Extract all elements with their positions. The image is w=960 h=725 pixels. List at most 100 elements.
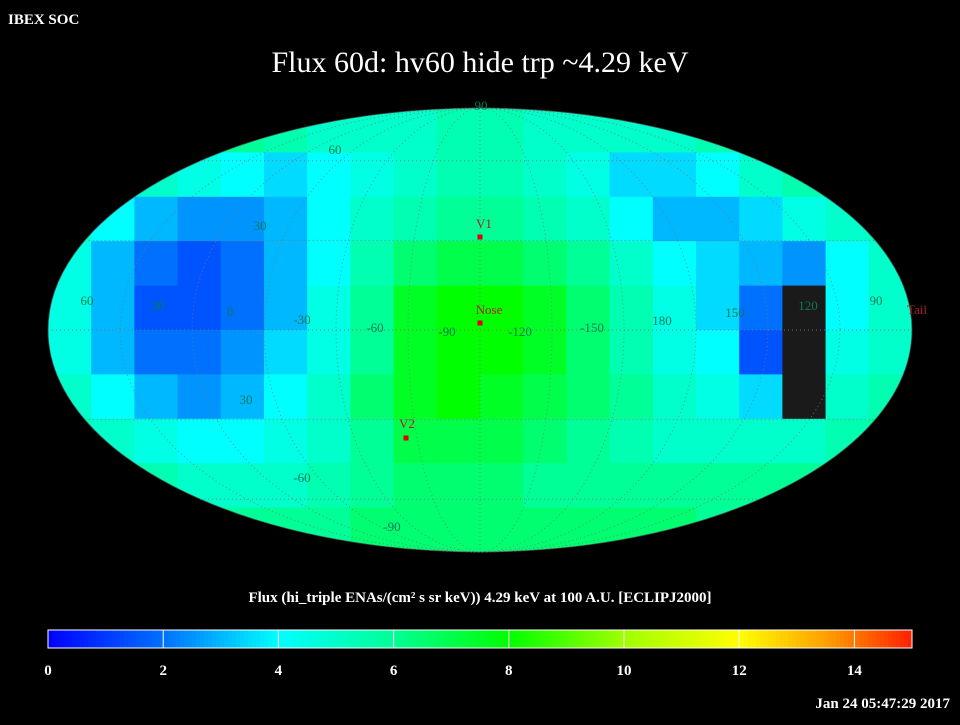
colorbar-swatch (452, 630, 457, 648)
map-cell (523, 507, 567, 552)
colorbar-swatch (312, 630, 317, 648)
map-cell (696, 285, 740, 331)
map-cell (480, 330, 524, 375)
colorbar-swatch (304, 630, 309, 648)
map-cell (825, 285, 870, 331)
colorbar-swatch (80, 630, 85, 648)
colorbar-swatch (804, 630, 809, 648)
map-cell (739, 418, 783, 464)
graticule-label: -120 (508, 324, 532, 339)
map-cell (480, 152, 524, 198)
map-cell (436, 285, 481, 331)
colorbar: 0 2 4 6 8 10 12 14 (44, 629, 913, 679)
map-cell (177, 241, 222, 287)
map-cell (134, 196, 179, 242)
colorbar-swatch (60, 630, 65, 648)
colorbar-swatch (628, 630, 633, 648)
map-cell (652, 374, 697, 420)
colorbar-swatch (760, 630, 765, 648)
colorbar-swatch (420, 630, 425, 648)
markers: V1 Nose V2 Tail (399, 216, 927, 441)
colorbar-swatch (256, 630, 261, 648)
map-cell (220, 463, 265, 509)
map-cell (566, 463, 611, 509)
colorbar-swatch (52, 630, 57, 648)
colorbar-swatch (776, 630, 781, 648)
colorbar-swatch (780, 630, 785, 648)
colorbar-swatch (264, 630, 269, 648)
map-cell (652, 330, 697, 375)
colorbar-swatch (392, 630, 397, 648)
map-cell (177, 418, 222, 464)
colorbar-swatch (108, 630, 113, 648)
colorbar-swatch (904, 630, 909, 648)
colorbar-swatch (284, 630, 289, 648)
colorbar-swatch (864, 630, 869, 648)
map-cell (739, 374, 783, 420)
colorbar-swatch (100, 630, 105, 648)
colorbar-swatch (828, 630, 833, 648)
colorbar-swatch (496, 630, 501, 648)
map-cell (350, 196, 395, 242)
colorbar-swatch (568, 630, 573, 648)
colorbar-swatch (144, 630, 149, 648)
colorbar-swatch (164, 630, 169, 648)
colorbar-swatch (428, 630, 433, 648)
colorbar-swatch (876, 630, 881, 648)
map-cell (825, 374, 870, 420)
map-cell (739, 241, 783, 287)
map-cell (782, 418, 827, 464)
map-cell (264, 196, 308, 242)
colorbar-swatch (692, 630, 697, 648)
colorbar-swatch (148, 630, 153, 648)
colorbar-swatch (72, 630, 77, 648)
colorbar-swatch (320, 630, 325, 648)
map-cell (393, 152, 438, 198)
colorbar-swatch (660, 630, 665, 648)
colorbar-swatch (424, 630, 429, 648)
colorbar-swatch (188, 630, 193, 648)
colorbar-swatch (372, 630, 377, 648)
map-cell (350, 241, 395, 287)
colorbar-tick-label: 14 (847, 663, 863, 679)
map-cell (739, 285, 783, 331)
map-cell (436, 241, 481, 287)
colorbar-swatch (88, 630, 93, 648)
colorbar-swatch (296, 630, 301, 648)
colorbar-swatch (880, 630, 885, 648)
colorbar-swatch (232, 630, 237, 648)
map-cell (91, 374, 135, 420)
timestamp: Jan 24 05:47:29 2017 (815, 696, 950, 712)
map-cell (609, 374, 654, 420)
map-cell (307, 241, 351, 287)
map-cell (436, 196, 481, 242)
colorbar-swatch (812, 630, 817, 648)
map-cell (134, 418, 179, 464)
graticule-label: -60 (366, 320, 383, 335)
colorbar-swatch (332, 630, 337, 648)
map-cell (523, 152, 567, 198)
map-cell (523, 374, 567, 420)
colorbar-swatch (124, 630, 129, 648)
colorbar-swatch (676, 630, 681, 648)
map-cell (523, 463, 567, 509)
map-cell (220, 196, 265, 242)
colorbar-swatch (308, 630, 313, 648)
map-cell (393, 196, 438, 242)
graticule-label: 30 (240, 392, 253, 407)
map-cell (220, 330, 265, 375)
colorbar-swatch (856, 630, 861, 648)
colorbar-swatch (356, 630, 361, 648)
colorbar-swatch (240, 630, 245, 648)
colorbar-swatch (756, 630, 761, 648)
map-cell (264, 152, 308, 198)
colorbar-swatch (688, 630, 693, 648)
colorbar-swatch (116, 630, 121, 648)
colorbar-swatch (840, 630, 845, 648)
colorbar-swatch (552, 630, 557, 648)
colorbar-swatch (128, 630, 133, 648)
colorbar-swatch (656, 630, 661, 648)
map-cell (393, 374, 438, 420)
colorbar-tick-label: 2 (159, 663, 167, 679)
graticule-label: 180 (652, 313, 672, 328)
